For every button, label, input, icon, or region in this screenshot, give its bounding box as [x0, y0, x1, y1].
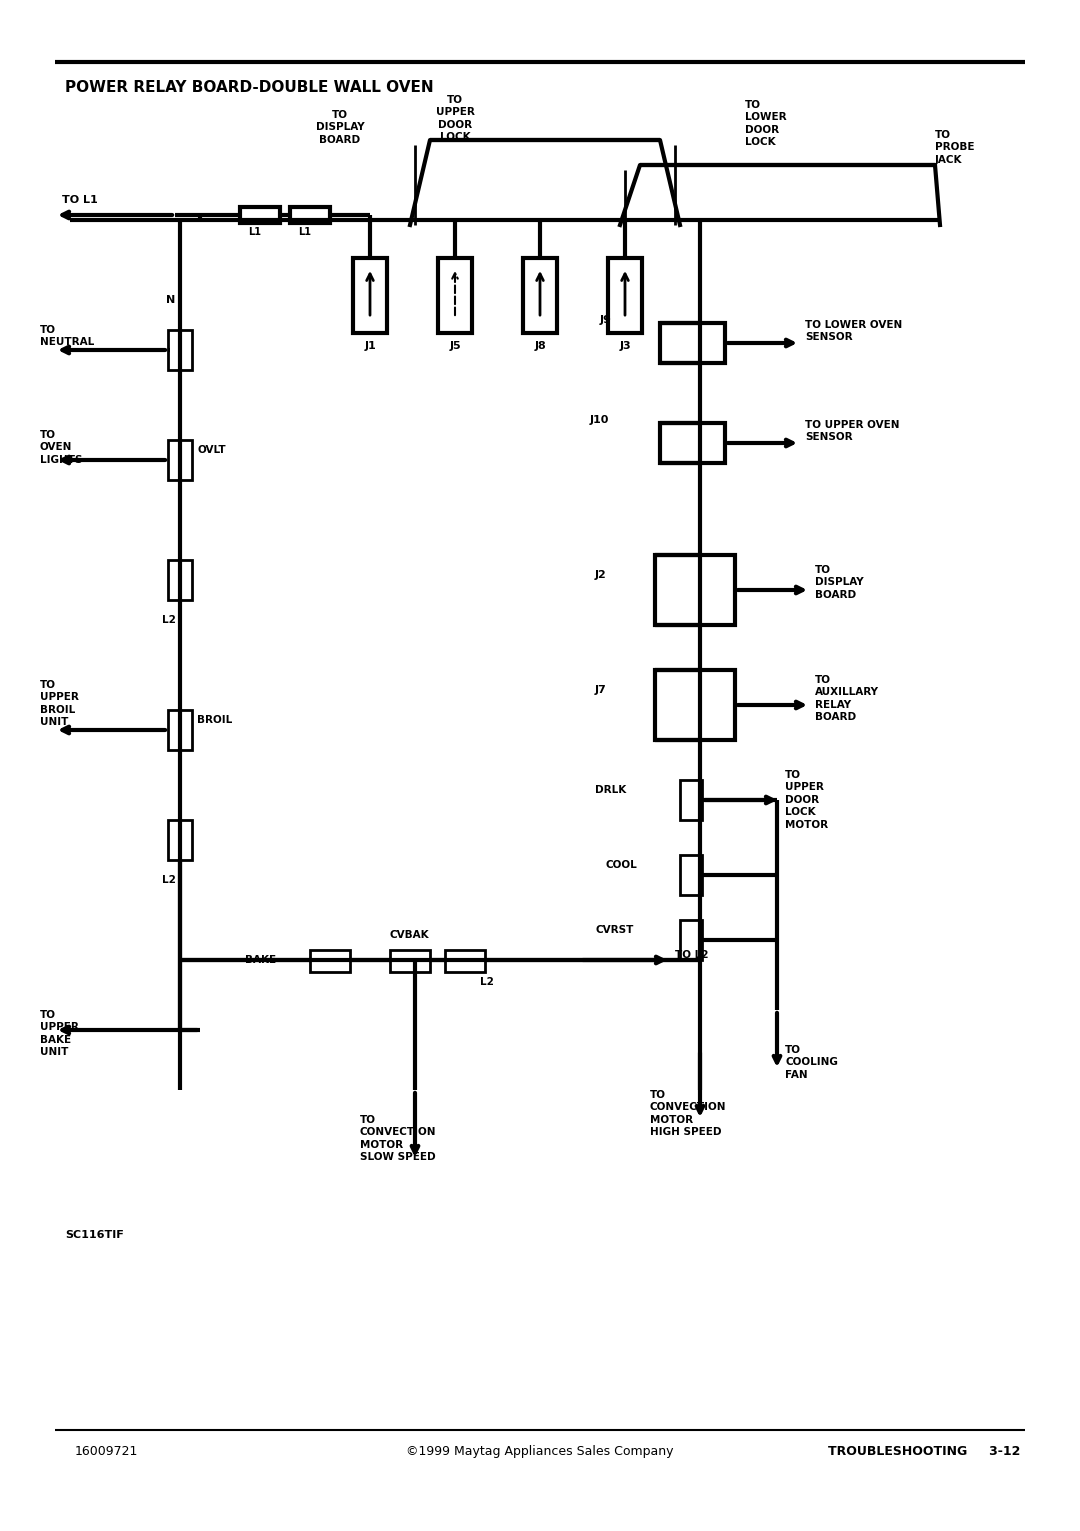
Text: J3: J3	[619, 341, 631, 351]
Text: J8: J8	[535, 341, 545, 351]
Text: J10: J10	[590, 415, 609, 426]
Bar	[654, 671, 735, 739]
Text: TO UPPER OVEN
SENSOR: TO UPPER OVEN SENSOR	[805, 419, 900, 442]
Text: TO
LOWER
DOOR
LOCK: TO LOWER DOOR LOCK	[745, 100, 786, 147]
Bar	[445, 951, 485, 972]
Text: TO
CONVECTION
MOTOR
SLOW SPEED: TO CONVECTION MOTOR SLOW SPEED	[360, 1115, 436, 1162]
Bar	[240, 207, 280, 224]
Text: COOL: COOL	[605, 860, 637, 870]
Bar	[168, 331, 192, 371]
Text: TO
DISPLAY
BOARD: TO DISPLAY BOARD	[315, 110, 364, 145]
Text: POWER RELAY BOARD-DOUBLE WALL OVEN: POWER RELAY BOARD-DOUBLE WALL OVEN	[65, 80, 434, 95]
Text: L2: L2	[162, 876, 176, 885]
Text: BAKE: BAKE	[245, 955, 276, 965]
Text: TO LOWER OVEN
SENSOR: TO LOWER OVEN SENSOR	[805, 320, 902, 343]
Text: TO
DISPLAY
BOARD: TO DISPLAY BOARD	[815, 565, 864, 600]
Text: J7: J7	[595, 684, 607, 695]
Text: TO
PROBE
JACK: TO PROBE JACK	[935, 130, 974, 165]
Bar	[291, 207, 330, 224]
Text: L2: L2	[162, 615, 176, 625]
Text: BROIL: BROIL	[197, 715, 232, 726]
Bar	[660, 323, 725, 363]
Bar	[523, 259, 557, 334]
Text: TO
NEUTRAL: TO NEUTRAL	[40, 325, 94, 348]
Text: TROUBLESHOOTING     3-12: TROUBLESHOOTING 3-12	[827, 1445, 1020, 1458]
Bar	[310, 951, 350, 972]
Bar	[168, 560, 192, 600]
Text: CVRST: CVRST	[595, 925, 633, 935]
Bar	[680, 854, 702, 896]
Bar	[680, 920, 702, 960]
Bar	[353, 259, 387, 334]
Text: TO
AUXILLARY
RELAY
BOARD: TO AUXILLARY RELAY BOARD	[815, 675, 879, 723]
Text: DRLK: DRLK	[595, 785, 626, 795]
Text: TO
COOLING
FAN: TO COOLING FAN	[785, 1046, 838, 1079]
Text: TO
UPPER
BROIL
UNIT: TO UPPER BROIL UNIT	[40, 680, 79, 727]
Text: TO
UPPER
DOOR
LOCK
MOTOR: TO UPPER DOOR LOCK MOTOR	[785, 770, 828, 830]
Text: SC116TIF: SC116TIF	[65, 1229, 124, 1240]
Text: J1: J1	[364, 341, 376, 351]
Text: J5: J5	[449, 341, 461, 351]
Bar	[680, 779, 702, 821]
Text: OVLT: OVLT	[197, 446, 226, 455]
Bar	[390, 951, 430, 972]
Bar	[660, 423, 725, 462]
Bar	[168, 439, 192, 481]
Text: L1: L1	[298, 227, 311, 237]
Text: TO
UPPER
BAKE
UNIT: TO UPPER BAKE UNIT	[40, 1010, 79, 1058]
Text: TO
OVEN
LIGHTS: TO OVEN LIGHTS	[40, 430, 82, 465]
Text: ©1999 Maytag Appliances Sales Company: ©1999 Maytag Appliances Sales Company	[406, 1445, 674, 1458]
Bar	[654, 556, 735, 625]
Text: TO
CONVECTION
MOTOR
HIGH SPEED: TO CONVECTION MOTOR HIGH SPEED	[650, 1090, 727, 1138]
Text: N: N	[166, 295, 175, 305]
Text: 16009721: 16009721	[75, 1445, 138, 1458]
Bar	[608, 259, 642, 334]
Text: L2: L2	[480, 977, 494, 987]
Text: TO L1: TO L1	[62, 194, 98, 205]
Text: J2: J2	[595, 570, 607, 580]
Text: CVBAK: CVBAK	[390, 929, 430, 940]
Text: J9: J9	[600, 315, 612, 325]
Bar	[438, 259, 472, 334]
Bar	[168, 821, 192, 860]
Text: TO L2: TO L2	[675, 951, 708, 960]
Bar	[168, 710, 192, 750]
Text: TO
UPPER
DOOR
LOCK: TO UPPER DOOR LOCK	[435, 95, 474, 142]
Text: L1: L1	[248, 227, 261, 237]
